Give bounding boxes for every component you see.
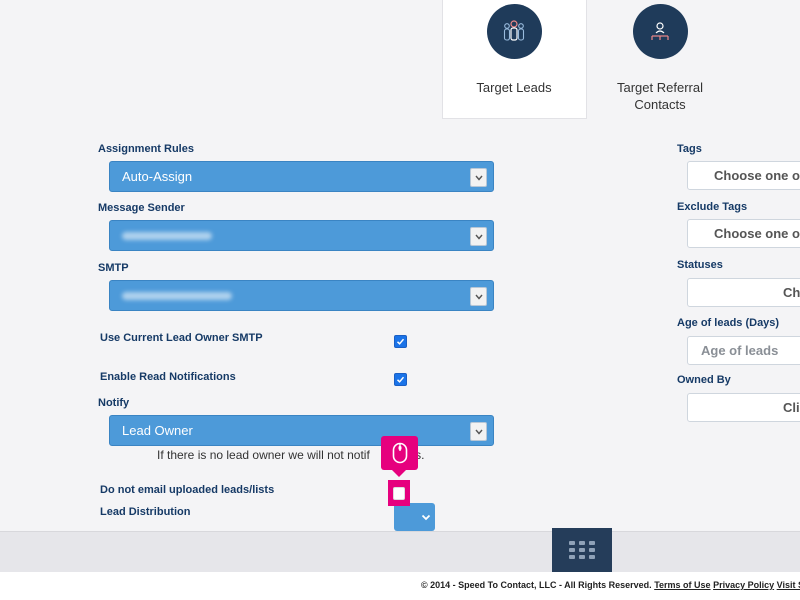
do-not-email-checkbox-highlight xyxy=(388,480,410,506)
smtp-redacted xyxy=(122,291,232,300)
assignment-rules-label: Assignment Rules xyxy=(98,143,194,155)
notify-value: Lead Owner xyxy=(122,423,193,438)
terms-link[interactable]: Terms of Use xyxy=(654,580,711,590)
enable-read-notifications-label: Enable Read Notifications xyxy=(100,371,236,383)
exclude-tags-label: Exclude Tags xyxy=(677,201,748,213)
smtp-select[interactable] xyxy=(109,280,494,311)
notify-label: Notify xyxy=(98,397,130,409)
tags-placeholder: Choose one or xyxy=(714,168,800,183)
owned-by-label: Owned By xyxy=(677,374,731,386)
tab-target-referral-contacts[interactable]: Target Referral Contacts xyxy=(590,4,730,113)
privacy-link[interactable]: Privacy Policy xyxy=(713,580,775,590)
grid-icon xyxy=(569,541,595,559)
chevron-down-icon xyxy=(470,422,487,441)
tab-target-referral-contacts-label: Target Referral Contacts xyxy=(590,79,730,113)
assignment-rules-select[interactable]: Auto-Assign xyxy=(109,161,494,192)
tab-label-line1: Target Referral xyxy=(617,80,703,95)
referral-contacts-icon xyxy=(632,4,688,59)
use-current-owner-smtp-label: Use Current Lead Owner SMTP xyxy=(100,332,263,344)
notify-note-left: If there is no lead owner we will not no… xyxy=(157,448,370,462)
do-not-email-label: Do not email uploaded leads/lists xyxy=(100,484,275,496)
age-of-leads-placeholder: Age of leads xyxy=(701,343,779,358)
check-icon xyxy=(396,338,405,345)
age-of-leads-input[interactable]: Age of leads xyxy=(687,336,800,365)
smtp-label: SMTP xyxy=(98,262,129,274)
statuses-input[interactable]: Ch xyxy=(687,278,800,307)
tags-label: Tags xyxy=(677,143,702,155)
visit-site-link[interactable]: Visit Si xyxy=(776,580,800,590)
mouse-click-marker xyxy=(381,436,418,470)
message-sender-select[interactable] xyxy=(109,220,494,251)
enable-read-notifications-checkbox[interactable] xyxy=(394,373,407,386)
apps-menu-button[interactable] xyxy=(552,528,612,572)
exclude-tags-placeholder: Choose one or xyxy=(714,226,800,241)
chevron-down-icon xyxy=(470,227,487,246)
notify-select[interactable]: Lead Owner xyxy=(109,415,494,446)
message-sender-label: Message Sender xyxy=(98,202,185,214)
chevron-down-icon xyxy=(470,287,487,306)
statuses-placeholder: Ch xyxy=(783,285,800,300)
assignment-rules-value: Auto-Assign xyxy=(122,169,193,184)
age-of-leads-label: Age of leads (Days) xyxy=(677,317,780,329)
check-icon xyxy=(396,376,405,383)
lead-distribution-select[interactable] xyxy=(394,503,435,531)
statuses-label: Statuses xyxy=(677,259,723,271)
chevron-down-icon xyxy=(470,168,487,187)
tab-target-leads[interactable]: Target Leads xyxy=(443,4,585,96)
exclude-tags-input[interactable]: Choose one or xyxy=(687,219,800,248)
chevron-down-icon xyxy=(421,514,431,520)
mouse-icon xyxy=(392,442,407,464)
tab-target-leads-label: Target Leads xyxy=(476,80,552,95)
owned-by-input[interactable]: Cli xyxy=(687,393,800,422)
do-not-email-checkbox[interactable] xyxy=(393,486,405,500)
message-sender-redacted xyxy=(122,231,212,240)
footer: © 2014 - Speed To Contact, LLC - All Rig… xyxy=(0,572,800,600)
owned-by-placeholder: Cli xyxy=(783,400,800,415)
marker-pointer xyxy=(391,469,407,477)
footer-bar xyxy=(0,531,800,573)
use-current-owner-smtp-checkbox[interactable] xyxy=(394,335,407,348)
footer-copyright: © 2014 - Speed To Contact, LLC - All Rig… xyxy=(421,580,652,590)
lead-distribution-label: Lead Distribution xyxy=(100,506,191,518)
target-leads-icon xyxy=(486,4,542,59)
tags-input[interactable]: Choose one or xyxy=(687,161,800,190)
tab-label-line2: Contacts xyxy=(634,97,686,112)
